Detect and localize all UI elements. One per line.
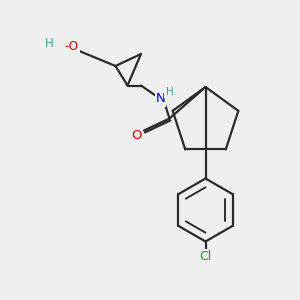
Text: N: N xyxy=(156,92,165,106)
Text: -O: -O xyxy=(64,40,79,53)
Text: H: H xyxy=(45,37,54,50)
Text: H: H xyxy=(166,86,173,97)
Text: Cl: Cl xyxy=(200,250,211,263)
Text: O: O xyxy=(131,128,142,142)
